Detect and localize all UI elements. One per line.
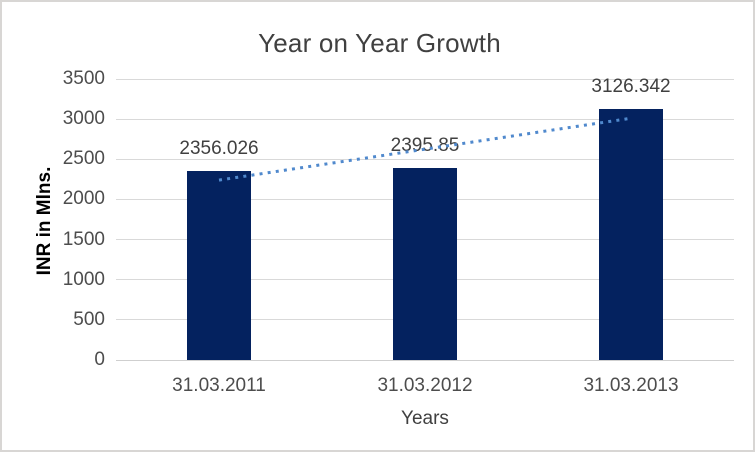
y-tick-label: 0: [94, 349, 105, 370]
x-category-label: 31.03.2012: [377, 375, 473, 396]
y-tick-label: 500: [73, 308, 105, 330]
y-gridline: [116, 78, 734, 80]
y-tick-label: 2000: [62, 188, 105, 210]
bar-data-label: 3126.342: [591, 75, 671, 97]
y-tick-label: 1000: [62, 268, 105, 290]
x-category-label: 31.03.2011: [172, 375, 266, 396]
y-tick-label: 3500: [62, 68, 105, 89]
x-category-label: 31.03.2013: [583, 375, 679, 396]
x-axis-title: Years: [401, 408, 449, 429]
y-tick-label: 2500: [62, 148, 105, 170]
bar-data-label: 2356.026: [179, 137, 259, 159]
bar-data-label: 2395.85: [390, 134, 460, 156]
y-tick-label: 1500: [62, 228, 105, 250]
y-tick-label: 3000: [62, 108, 105, 130]
bar: [187, 170, 251, 360]
bar: [393, 167, 457, 360]
bar: [599, 108, 663, 360]
chart-title: Year on Year Growth: [258, 28, 501, 58]
x-axis-line: [116, 359, 734, 361]
